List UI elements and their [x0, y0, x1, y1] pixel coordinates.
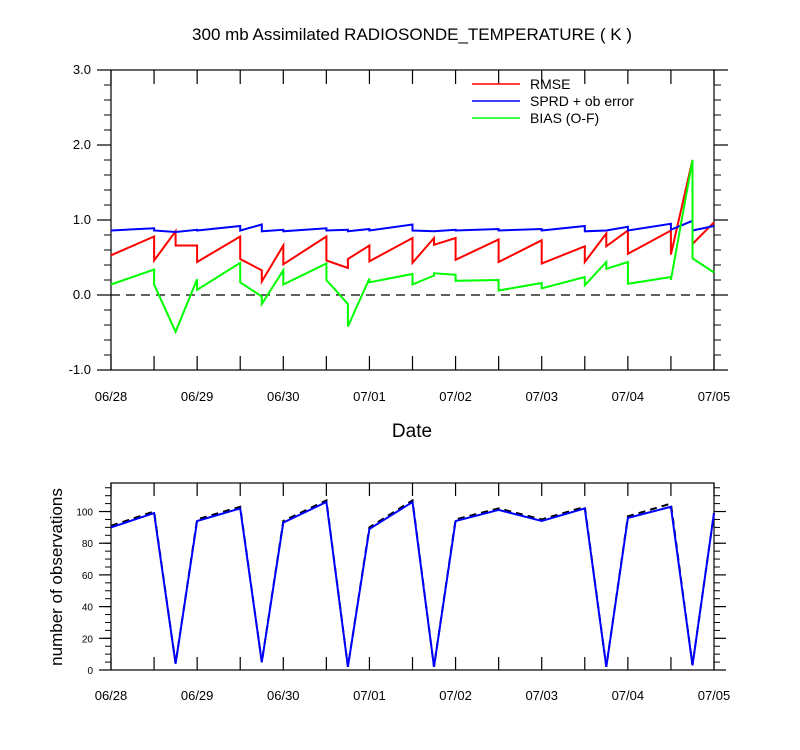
- y-tick-label: 60: [82, 571, 94, 582]
- y-tick-label: 80: [82, 539, 94, 550]
- series-line-dashed-0: [110, 498, 715, 667]
- y-axis-label-observations: number of observations: [47, 488, 66, 666]
- x-tick-label: 07/03: [525, 688, 558, 703]
- x-tick-label: 07/05: [698, 389, 731, 404]
- bottom-tick-labels: 06/28 06/29 06/30 07/01 07/02 07/03 07/04 07/05…: [76, 508, 730, 703]
- x-tick-label: 06/28: [95, 688, 128, 703]
- bottom-series: [110, 498, 715, 667]
- x-tick-label: 06/29: [181, 688, 214, 703]
- y-tick-label: 40: [82, 603, 94, 614]
- y-tick-label: 1.0: [73, 212, 91, 227]
- legend-label-rmse: RMSE: [530, 76, 570, 92]
- y-tick-label: 0: [87, 666, 93, 677]
- x-tick-label: 07/04: [612, 688, 645, 703]
- x-tick-label: 06/30: [267, 688, 300, 703]
- top-plot-frame: [110, 69, 715, 371]
- x-tick-label: 07/02: [439, 688, 472, 703]
- bottom-ticks: [99, 483, 726, 671]
- y-tick-label: 0.0: [73, 287, 91, 302]
- top-series: [110, 159, 715, 335]
- y-tick-label: 100: [76, 508, 93, 519]
- y-tick-label: 3.0: [73, 62, 91, 77]
- top-tick-labels: 06/28 06/29 06/30 07/01 07/02 07/03 07/04 07/05…: [69, 62, 731, 404]
- rmse-chart: 06/28 06/29 06/30 07/01 07/02 07/03 07/04 07/05…: [69, 62, 731, 442]
- series-line-sprd-ob-error: [110, 219, 715, 234]
- legend: RMSE SPRD + ob error BIAS (O-F): [472, 76, 634, 126]
- observations-chart: 06/28 06/29 06/30 07/01 07/02 07/03 07/04 07/05…: [47, 482, 730, 703]
- series-line-solid-1: [110, 500, 715, 667]
- x-tick-label: 07/05: [698, 688, 731, 703]
- legend-label-sprd: SPRD + ob error: [530, 93, 634, 109]
- x-tick-label: 07/04: [612, 389, 645, 404]
- y-tick-label: 2.0: [73, 137, 91, 152]
- x-tick-label: 07/01: [353, 688, 386, 703]
- x-tick-label: 07/03: [525, 389, 558, 404]
- bottom-plot-frame: [110, 482, 715, 671]
- x-tick-label: 06/29: [181, 389, 214, 404]
- chart-title: 300 mb Assimilated RADIOSONDE_TEMPERATUR…: [192, 25, 632, 44]
- series-line-rmse: [110, 159, 715, 286]
- x-axis-label: Date: [392, 421, 432, 442]
- y-tick-label: -1.0: [69, 362, 91, 377]
- legend-label-bias: BIAS (O-F): [530, 110, 599, 126]
- top-ticks: [97, 69, 728, 371]
- x-tick-label: 07/01: [353, 389, 386, 404]
- y-tick-label: 20: [82, 634, 94, 645]
- x-tick-label: 07/02: [439, 389, 472, 404]
- x-tick-label: 06/30: [267, 389, 300, 404]
- x-tick-label: 06/28: [95, 389, 128, 404]
